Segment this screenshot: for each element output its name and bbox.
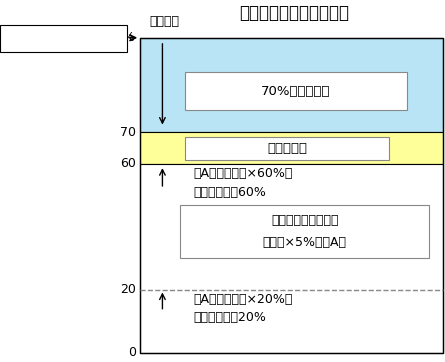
Text: 【A】が評価額×20%を: 【A】が評価額×20%を [194, 292, 293, 306]
Text: 税負担据置: 税負担据置 [267, 142, 307, 155]
Text: 60: 60 [120, 157, 136, 170]
Bar [140, 38, 443, 132]
Bar [185, 137, 389, 160]
Bar [140, 38, 443, 353]
Bar [0, 25, 127, 52]
Text: 評価額×5%＝【A】: 評価額×5%＝【A】 [263, 236, 347, 249]
Text: 【A】が評価額×60%を: 【A】が評価額×60%を [194, 167, 293, 180]
Text: 20: 20 [120, 283, 136, 296]
Bar [140, 164, 443, 353]
Text: 前年度課税標準額＋: 前年度課税標準額＋ [271, 214, 339, 227]
Text: 70: 70 [120, 126, 136, 139]
Bar [185, 72, 407, 110]
Text: 固定資産評価額: 固定資産評価額 [40, 34, 87, 43]
Text: 70%に引き下げ: 70%に引き下げ [261, 85, 331, 98]
Bar [140, 132, 443, 164]
Bar [180, 205, 429, 258]
Text: 負担水準: 負担水準 [149, 15, 179, 28]
Text: 《非住宅用地等の場合》: 《非住宅用地等の場合》 [239, 4, 349, 22]
Text: 上回る場合は60%: 上回る場合は60% [194, 185, 267, 198]
Text: 0: 0 [128, 346, 136, 359]
Text: 下回る場合は20%: 下回る場合は20% [194, 311, 267, 324]
Text: 100%: 100% [100, 31, 136, 44]
